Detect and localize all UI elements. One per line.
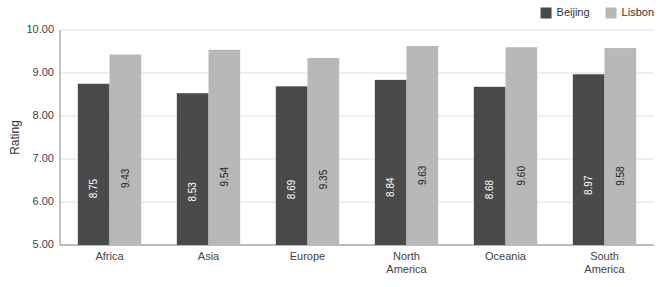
- y-tick-label: 8.00: [33, 109, 54, 121]
- x-tick-label: NorthAmerica: [386, 250, 427, 275]
- x-tick-label-line: Asia: [198, 250, 220, 262]
- data-label: 8.84: [385, 177, 396, 197]
- bar: [506, 47, 538, 245]
- data-label: 8.75: [88, 178, 99, 198]
- legend: Beijing Lisbon: [541, 6, 654, 19]
- grid: [60, 30, 654, 245]
- y-tick-label: 7.00: [33, 152, 54, 164]
- legend-label: Lisbon: [622, 6, 654, 18]
- legend-item: Beijing: [541, 6, 590, 19]
- data-label: 9.54: [219, 167, 230, 187]
- x-tick-label-line: Europe: [290, 250, 325, 262]
- data-label: 9.60: [516, 166, 527, 186]
- data-label: 8.53: [187, 182, 198, 202]
- data-labels: 8.75 8.53 8.69 8.84 8.68 8.97 9.43 9.54 9.35 9.63…: [88, 165, 626, 201]
- legend-swatch: [541, 8, 552, 19]
- x-tick-label: Oceania: [485, 250, 527, 262]
- bar: [407, 46, 439, 245]
- data-label: 9.63: [417, 165, 428, 185]
- bar: [276, 86, 308, 245]
- data-label: 9.58: [615, 166, 626, 186]
- x-tick-label-line: North: [393, 250, 420, 262]
- x-tick-label: Europe: [290, 250, 325, 262]
- x-tick-label-line: South: [590, 250, 619, 262]
- y-tick-label: 5.00: [33, 238, 54, 250]
- bar: [605, 48, 637, 245]
- x-tick-label-line: America: [584, 263, 625, 275]
- grid-line: [60, 202, 654, 203]
- data-label: 8.69: [286, 179, 297, 199]
- axes: 5.00 6.00 7.00 8.00 9.00 10.00 Africa Asia Europ…: [26, 23, 654, 275]
- bars: [78, 46, 636, 245]
- y-axis-line: [60, 30, 61, 245]
- grid-line: [60, 30, 654, 31]
- data-label: 8.68: [484, 179, 495, 199]
- grid-line: [60, 245, 654, 246]
- bar: [110, 55, 142, 245]
- data-label: 8.97: [583, 175, 594, 195]
- bar: [78, 84, 110, 245]
- y-axis-label: Rating: [8, 120, 22, 155]
- x-tick-label-line: Oceania: [485, 250, 527, 262]
- legend-swatch: [606, 8, 617, 19]
- data-label: 9.43: [120, 168, 131, 188]
- y-tick-label: 10.00: [26, 23, 54, 35]
- chart: 5.00 6.00 7.00 8.00 9.00 10.00 Africa Asia Europ…: [0, 0, 666, 287]
- x-tick-label-line: America: [386, 263, 427, 275]
- bar: [177, 93, 209, 245]
- bar: [375, 80, 407, 245]
- x-axis-line: [60, 245, 654, 246]
- bar: [474, 87, 506, 245]
- data-label: 9.35: [318, 169, 329, 189]
- x-tick-label: SouthAmerica: [584, 250, 625, 275]
- grid-line: [60, 159, 654, 160]
- grid-line: [60, 116, 654, 117]
- x-tick-label: Africa: [95, 250, 124, 262]
- bar: [308, 58, 340, 245]
- y-tick-label: 6.00: [33, 195, 54, 207]
- bar: [209, 50, 241, 245]
- x-tick-label-line: Africa: [95, 250, 124, 262]
- x-tick-label: Asia: [198, 250, 220, 262]
- legend-item: Lisbon: [606, 6, 654, 19]
- y-tick-label: 9.00: [33, 66, 54, 78]
- legend-label: Beijing: [557, 6, 590, 18]
- bar: [573, 74, 605, 245]
- grid-line: [60, 73, 654, 74]
